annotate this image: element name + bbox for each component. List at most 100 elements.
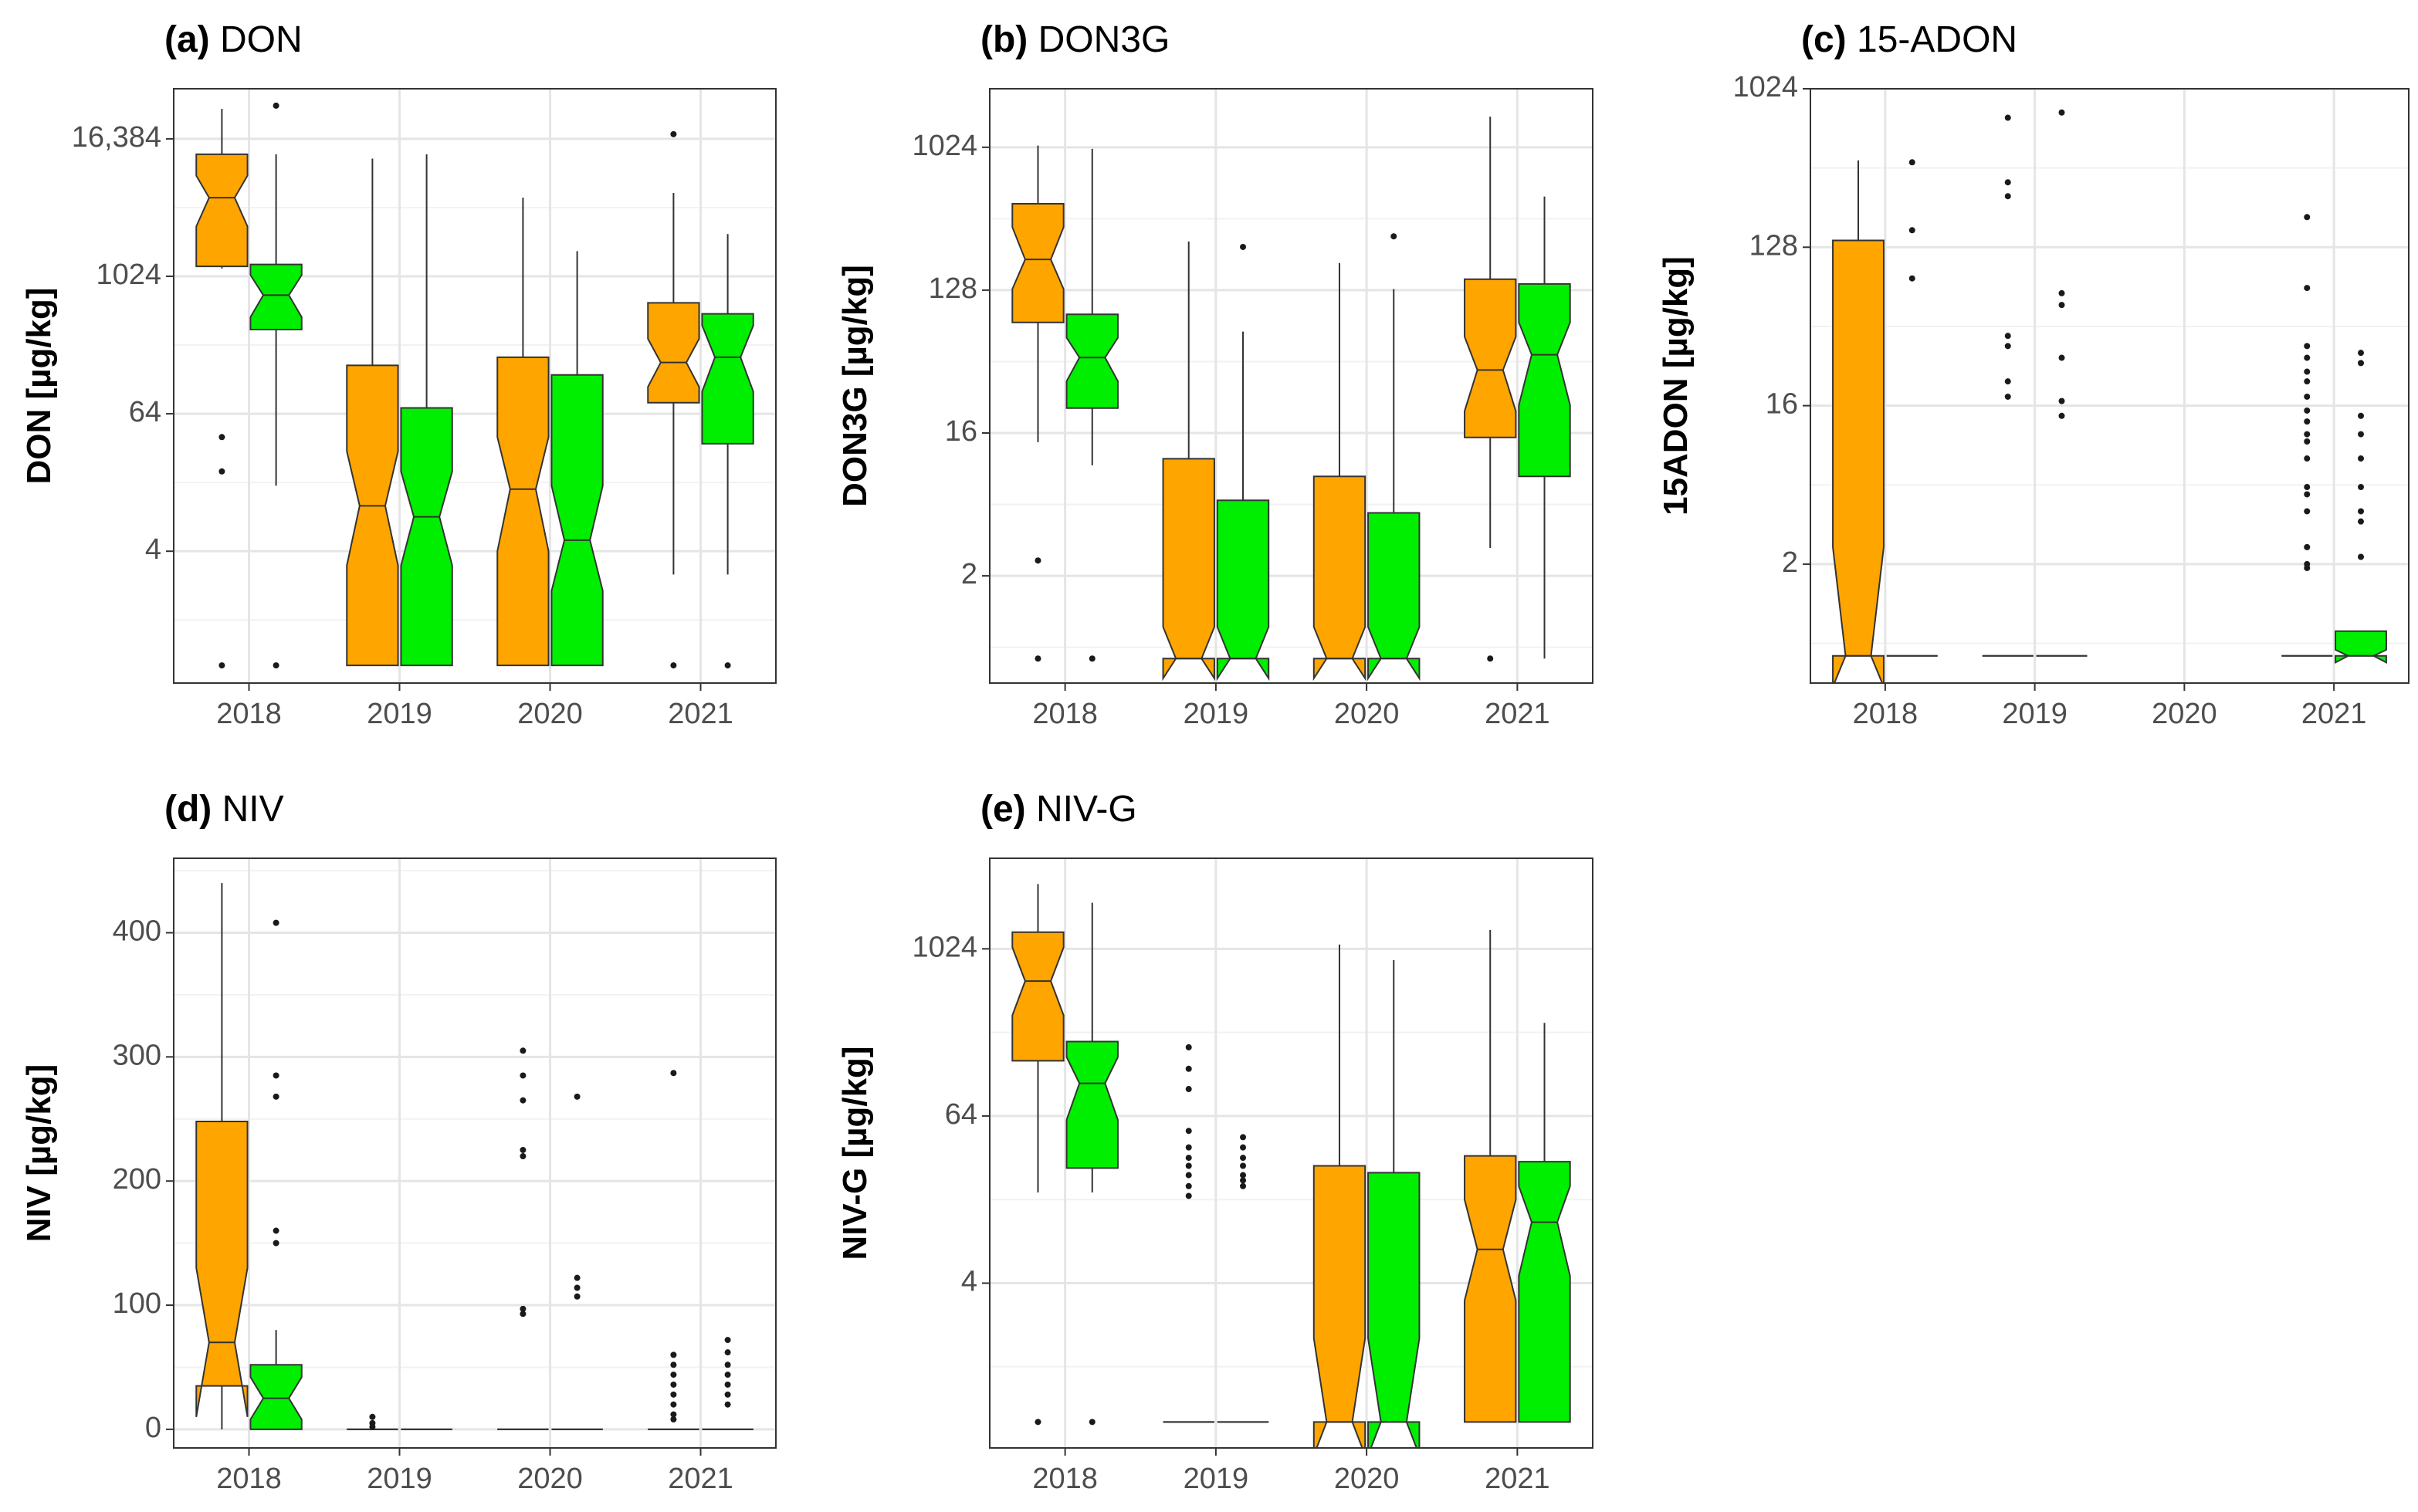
- box: [1518, 282, 1571, 478]
- x-tick-label: 2018: [1032, 1463, 1098, 1495]
- x-tick-label: 2021: [668, 698, 733, 730]
- x-tick-label: 2021: [2301, 698, 2367, 730]
- outlier-point: [2304, 393, 2311, 400]
- outlier-point: [2358, 431, 2364, 438]
- outlier-point: [1908, 275, 1915, 282]
- outlier-point: [1035, 655, 1041, 662]
- outlier-point: [1240, 1134, 1247, 1141]
- x-tick-label: 2020: [517, 1463, 583, 1495]
- box: [1312, 475, 1366, 682]
- box: [1011, 203, 1065, 323]
- series-orange: [195, 883, 699, 1430]
- x-axis: 2018 2019 2020 2021: [216, 683, 733, 730]
- panel-border: [989, 88, 1593, 684]
- outlier-point: [218, 468, 225, 475]
- outlier-point: [2058, 412, 2065, 419]
- outlier-point: [2304, 438, 2311, 445]
- outlier-point: [2304, 455, 2311, 462]
- outlier-point: [273, 102, 279, 109]
- y-tick-label: 300: [113, 1039, 161, 1071]
- outlier-point: [2004, 393, 2011, 400]
- panel-border: [1810, 88, 2410, 684]
- outlier-point: [369, 1423, 376, 1430]
- panel-c: 2 16 128 1024 2018 2019 2020 2021 15ADON [µg/kg]…: [1657, 19, 2410, 730]
- data-layer: [1011, 884, 1571, 1448]
- y-tick-label: 1024: [1732, 71, 1798, 103]
- outlier-point: [1185, 1086, 1192, 1093]
- outlier-point: [520, 1153, 527, 1160]
- panel-title-tag: (d): [164, 789, 212, 830]
- box: [195, 153, 249, 268]
- outlier-point: [1185, 1155, 1192, 1162]
- y-tick-label: 100: [113, 1287, 161, 1320]
- series-orange: [1011, 117, 1517, 682]
- panel-title-text: NIV-G: [1026, 789, 1137, 830]
- x-tick-label: 2021: [1485, 1463, 1550, 1495]
- outlier-point: [1240, 1182, 1247, 1189]
- outlier-point: [2304, 354, 2311, 361]
- outlier-point: [273, 1240, 279, 1246]
- x-axis: 2018 2019 2020 2021: [216, 1448, 733, 1495]
- outlier-point: [574, 1093, 581, 1100]
- y-tick-label: 400: [113, 915, 161, 948]
- outlier-point: [2358, 412, 2364, 419]
- outlier-point: [1240, 1177, 1247, 1184]
- outlier-point: [2304, 214, 2311, 221]
- panel-border: [173, 88, 777, 684]
- panel-title-tag: (c): [1801, 19, 1847, 60]
- y-tick-label: 4: [961, 1266, 977, 1298]
- outlier-point: [520, 1047, 527, 1054]
- data-layer: [195, 102, 754, 669]
- outlier-point: [1185, 1162, 1192, 1169]
- y-tick-label: 2: [961, 558, 977, 590]
- outlier-point: [218, 662, 225, 669]
- outlier-point: [2304, 407, 2311, 414]
- x-tick-label: 2020: [2152, 698, 2217, 730]
- x-tick-label: 2021: [668, 1463, 733, 1495]
- box: [647, 302, 700, 404]
- outlier-point: [1240, 1155, 1247, 1162]
- x-tick-label: 2019: [1184, 1463, 1249, 1495]
- box: [1518, 1161, 1571, 1423]
- box: [249, 1364, 303, 1430]
- box: [496, 356, 550, 667]
- outlier-point: [724, 1372, 731, 1378]
- outlier-point: [2058, 397, 2065, 404]
- series-green: [1065, 148, 1571, 682]
- outlier-point: [724, 1337, 731, 1344]
- outlier-point: [2304, 285, 2311, 292]
- y-tick-label: 16: [1766, 388, 1798, 421]
- outlier-point: [1908, 227, 1915, 234]
- outlier-point: [2358, 350, 2364, 357]
- y-tick-label: 2: [1782, 546, 1798, 579]
- panel-background: [1810, 89, 2409, 683]
- outlier-point: [2004, 179, 2011, 186]
- outlier-point: [670, 662, 677, 669]
- y-tick-label: 64: [945, 1098, 977, 1131]
- outlier-point: [1035, 557, 1041, 564]
- y-axis-title: DON3G [µg/kg]: [836, 265, 874, 507]
- y-tick-label: 128: [929, 272, 977, 305]
- panel-title: (c) 15-ADON: [1801, 19, 2017, 60]
- box: [346, 364, 399, 667]
- outlier-point: [1185, 1065, 1192, 1072]
- outlier-point: [670, 1361, 677, 1368]
- series-green: [1886, 109, 2387, 665]
- outlier-point: [1908, 159, 1915, 166]
- grid: [174, 89, 776, 683]
- y-axis: 2 16 128 1024: [912, 130, 990, 590]
- panel-a: 4 64 1024 16,384 2018 2019 2020 2021 DON [µg/kg]…: [20, 19, 777, 730]
- outlier-point: [1185, 1182, 1192, 1189]
- x-tick-label: 2021: [1485, 698, 1550, 730]
- panel-title-tag: (e): [980, 789, 1026, 830]
- series-green: [249, 102, 754, 669]
- outlier-point: [2304, 343, 2311, 350]
- outlier-point: [670, 1381, 677, 1388]
- panel-d: 0 100 200 300 400 2018 2019 2020 2021 NIV [µg/kg]…: [20, 789, 777, 1495]
- x-tick-label: 2018: [1853, 698, 1918, 730]
- box: [249, 263, 303, 330]
- outlier-point: [2004, 193, 2011, 200]
- box: [1367, 512, 1421, 682]
- outlier-point: [2058, 354, 2065, 361]
